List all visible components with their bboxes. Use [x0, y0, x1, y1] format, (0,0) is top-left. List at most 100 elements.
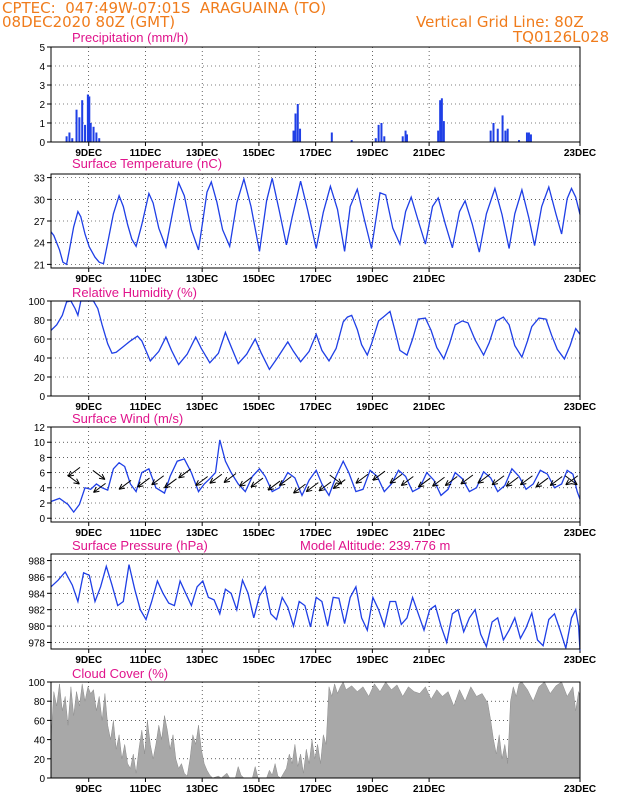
- panel-title: Precipitation (mm/h): [72, 30, 188, 45]
- x-tick-label: 9DEC: [75, 274, 102, 285]
- x-tick-label: 17DEC: [300, 402, 332, 413]
- precip-bar: [492, 123, 495, 142]
- wind-arrow: [178, 468, 191, 479]
- x-tick-label: 23DEC: [564, 528, 596, 539]
- x-tick-label: 23DEC: [564, 274, 596, 285]
- wind-arrow: [477, 473, 491, 484]
- wind-arrow: [389, 473, 403, 484]
- y-tick-label: 33: [34, 174, 46, 185]
- y-tick-label: 3: [39, 81, 45, 92]
- x-tick-label: 19DEC: [356, 528, 388, 539]
- x-tick-label: 15DEC: [243, 148, 275, 159]
- wind-arrow: [250, 477, 264, 488]
- precip-bar: [377, 124, 380, 142]
- x-tick-label: 11DEC: [130, 274, 162, 285]
- header-vertical-grid: Vertical Grid Line: 80Z: [416, 13, 584, 31]
- cloud-area: [50, 681, 581, 779]
- precip-bar: [439, 100, 442, 142]
- x-tick-label: 11DEC: [130, 784, 162, 795]
- header-location: CPTEC: 047:49W-07:01S ARAGUAINA (TO): [2, 0, 327, 17]
- x-tick-label: 13DEC: [186, 784, 218, 795]
- wind-arrow: [318, 481, 332, 492]
- wind-arrow: [355, 473, 369, 484]
- y-tick-label: 988: [28, 557, 45, 568]
- precip-bar: [506, 128, 509, 142]
- panel-pres: Surface Pressure (hPa) Model Altitude: 23…: [28, 538, 596, 666]
- y-tick-label: 21: [34, 260, 46, 271]
- precip-bar: [299, 128, 302, 142]
- precip-bar: [401, 136, 404, 142]
- precip-bar: [95, 132, 98, 142]
- wind-arrow: [93, 482, 106, 493]
- x-tick-label: 23DEC: [564, 402, 596, 413]
- panel-frame: [50, 426, 581, 523]
- wind-arrow: [67, 466, 81, 477]
- wind-arrow: [92, 470, 106, 480]
- y-tick-label: 2: [39, 100, 45, 111]
- precip-bar: [92, 126, 95, 142]
- y-tick-label: 978: [28, 638, 45, 649]
- x-tick-label: 17DEC: [300, 148, 332, 159]
- wind-arrow: [278, 476, 292, 487]
- x-tick-label: 9DEC: [75, 784, 102, 795]
- precip-bar: [404, 130, 407, 142]
- precip-bar: [84, 124, 87, 142]
- precip-bar: [437, 130, 440, 142]
- precip-bar: [78, 117, 81, 142]
- x-tick-label: 15DEC: [243, 784, 275, 795]
- precip-bar: [65, 136, 68, 142]
- x-tick-label: 19DEC: [356, 655, 388, 666]
- x-tick-label: 19DEC: [356, 784, 388, 795]
- x-tick-label: 17DEC: [300, 528, 332, 539]
- x-tick-label: 13DEC: [186, 655, 218, 666]
- pres-series-line: [50, 563, 581, 651]
- x-tick-label: 19DEC: [356, 274, 388, 285]
- x-tick-label: 9DEC: [75, 402, 102, 413]
- wind-arrow: [332, 479, 346, 490]
- x-tick-label: 21DEC: [413, 655, 445, 666]
- x-tick-label: 9DEC: [75, 148, 102, 159]
- x-tick-label: 13DEC: [186, 148, 218, 159]
- panel-precip: Precipitation (mm/h) 0 1 2 3 4 5 9DEC 11DEC 13DEC…: [39, 30, 596, 159]
- panel-frame: [50, 46, 581, 143]
- x-tick-label: 15DEC: [243, 655, 275, 666]
- model-altitude-label: Model Altitude: 239.776 m: [300, 538, 450, 553]
- x-tick-label: 15DEC: [243, 274, 275, 285]
- y-tick-label: 4: [39, 484, 45, 495]
- panel-cloud: Cloud Cover (%) 0 20 40 60 80 100 9DEC 11DEC 13DE…: [28, 666, 596, 795]
- wind-arrow: [209, 473, 223, 484]
- panel-frame: [50, 553, 581, 650]
- y-tick-label: 12: [34, 423, 46, 434]
- wind-arrow: [67, 474, 80, 485]
- panel-temp: Surface Temperature (nC) 21 24 27 30 33 9DEC 11…: [34, 156, 596, 285]
- panel-title: Cloud Cover (%): [72, 666, 168, 681]
- y-tick-label: 1: [39, 119, 45, 130]
- y-tick-label: 100: [28, 678, 45, 689]
- wind-arrow: [293, 483, 306, 494]
- panel-frame: [50, 681, 581, 779]
- y-tick-label: 0: [39, 514, 45, 525]
- y-tick-label: 40: [34, 354, 46, 365]
- y-tick-label: 27: [34, 217, 46, 228]
- x-tick-label: 23DEC: [564, 148, 596, 159]
- wind-arrow: [164, 478, 177, 489]
- wind-arrow: [267, 480, 281, 491]
- wind-arrow: [564, 475, 578, 486]
- y-tick-label: 40: [34, 736, 46, 747]
- y-tick-label: 60: [34, 716, 46, 727]
- panel-title: Surface Pressure (hPa): [72, 538, 208, 553]
- precip-bar: [350, 140, 353, 142]
- precip-bar: [292, 130, 295, 142]
- panel-title: Relative Humidity (%): [72, 285, 197, 300]
- x-tick-label: 19DEC: [356, 148, 388, 159]
- wind-arrow: [239, 476, 252, 487]
- precip-bar: [529, 134, 532, 142]
- y-tick-label: 80: [34, 697, 46, 708]
- panel-rh: Relative Humidity (%) 0 20 40 60 80 100 9DEC 11D…: [28, 285, 596, 413]
- precip-bar: [374, 138, 377, 142]
- wind-arrow: [505, 476, 519, 487]
- x-tick-label: 23DEC: [564, 784, 596, 795]
- y-tick-label: 0: [39, 392, 45, 403]
- precip-bar: [504, 130, 507, 142]
